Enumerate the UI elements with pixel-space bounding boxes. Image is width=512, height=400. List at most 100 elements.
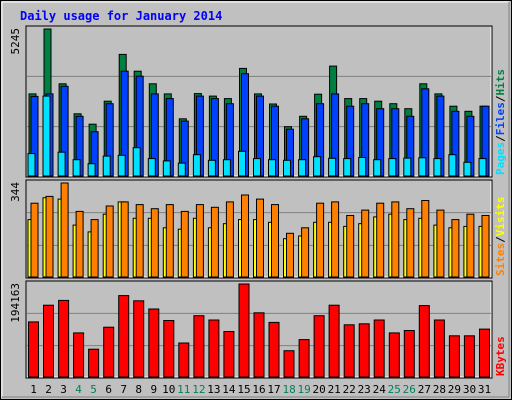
bar-sites-day-24 (376, 202, 385, 278)
bar-pages-day-12 (192, 154, 201, 177)
bar-kbytes-day-9 (148, 308, 160, 378)
day-label: 22 (343, 383, 356, 396)
legend-files: Files (494, 102, 507, 135)
bar-sites-day-28 (436, 209, 445, 278)
legend-separator: / (494, 135, 507, 142)
bar-sites-day-22 (346, 215, 355, 278)
bar-kbytes-day-10 (163, 320, 175, 378)
bar-sites-day-3 (60, 182, 69, 278)
day-label: 25 (388, 383, 401, 396)
bar-sites-day-21 (331, 201, 340, 278)
bar-pages-day-22 (343, 158, 352, 177)
bar-pages-day-27 (418, 157, 427, 177)
day-label: 10 (162, 383, 175, 396)
bar-sites-day-7 (120, 201, 129, 278)
y-max-label: 344 (9, 182, 22, 202)
bar-pages-day-14 (222, 159, 231, 177)
bar-sites-day-20 (316, 202, 325, 278)
bar-sites-day-15 (241, 194, 249, 278)
bar-sites-day-9 (150, 208, 159, 278)
bar-kbytes-day-3 (58, 299, 70, 378)
legend-separator: / (494, 95, 507, 102)
bar-kbytes-day-26 (403, 330, 415, 378)
bar-pages-day-7 (117, 154, 126, 177)
bar-pages-day-21 (328, 157, 337, 177)
bar-sites-day-2 (45, 195, 54, 278)
day-label: 18 (282, 383, 295, 396)
legend: KBytes (494, 336, 507, 376)
bar-pages-day-29 (448, 154, 457, 177)
bar-pages-day-2 (42, 95, 51, 177)
bar-sites-day-1 (30, 202, 39, 278)
bar-kbytes-day-18 (283, 350, 295, 378)
bar-pages-day-16 (253, 158, 261, 177)
bar-pages-day-19 (298, 159, 307, 177)
bar-sites-day-5 (90, 219, 99, 278)
legend-pages: Pages (494, 142, 507, 175)
day-label: 23 (358, 383, 371, 396)
day-label: 12 (192, 383, 205, 396)
legend: Sites/Visits (494, 197, 507, 277)
bar-kbytes-day-15 (238, 283, 250, 378)
day-label: 5 (90, 383, 97, 396)
bar-kbytes-day-16 (253, 312, 265, 378)
sites-visits-panel: 344 Sites/Visits (9, 179, 507, 279)
bar-kbytes-day-12 (193, 315, 205, 378)
bar-pages-day-8 (132, 147, 141, 177)
legend-separator: / (494, 236, 507, 243)
bar-pages-day-15 (238, 150, 246, 177)
bar-pages-day-13 (207, 159, 216, 177)
bar-sites-day-13 (210, 206, 219, 278)
bar-sites-day-17 (271, 204, 279, 278)
bar-sites-day-16 (256, 198, 264, 278)
bar-sites-day-27 (421, 200, 430, 278)
bar-sites-day-26 (406, 208, 415, 278)
bar-pages-day-28 (433, 158, 442, 177)
bar-kbytes-day-25 (388, 332, 400, 378)
bar-kbytes-day-24 (373, 319, 385, 378)
bar-kbytes-day-8 (133, 300, 145, 378)
y-max-label: 5245 (9, 28, 22, 55)
day-label: 1 (30, 383, 37, 396)
bar-sites-day-4 (75, 210, 84, 278)
bar-pages-day-6 (102, 155, 111, 177)
day-label: 27 (418, 383, 431, 396)
bar-sites-day-14 (225, 201, 234, 278)
bar-pages-day-17 (268, 159, 276, 177)
bar-pages-day-31 (478, 158, 487, 177)
bar-pages-day-10 (162, 160, 171, 177)
bar-kbytes-day-11 (178, 342, 190, 378)
bar-sites-day-6 (105, 205, 114, 278)
day-label: 21 (328, 383, 341, 396)
bar-kbytes-day-31 (479, 328, 490, 378)
kbytes-panel: 194163 KBytes (9, 280, 507, 379)
bar-kbytes-day-27 (418, 305, 430, 378)
bar-kbytes-day-17 (268, 321, 280, 378)
day-label: 24 (373, 383, 387, 396)
day-label: 11 (177, 383, 190, 396)
bar-pages-day-4 (72, 159, 81, 177)
bar-kbytes-day-2 (43, 304, 54, 378)
bar-kbytes-day-5 (88, 348, 100, 378)
bar-sites-day-29 (451, 219, 460, 278)
chart-title: Daily usage for January 2014 (20, 9, 222, 23)
day-label: 9 (150, 383, 157, 396)
day-label: 7 (120, 383, 127, 396)
day-label: 31 (478, 383, 491, 396)
bar-kbytes-day-20 (313, 315, 325, 378)
bar-kbytes-day-28 (433, 319, 445, 378)
day-label: 8 (135, 383, 142, 396)
bar-sites-day-10 (165, 204, 174, 278)
bar-kbytes-day-6 (103, 326, 115, 378)
bar-pages-day-3 (57, 151, 66, 177)
bar-pages-day-30 (463, 161, 472, 177)
legend-visits: Visits (494, 197, 507, 237)
bar-sites-day-19 (301, 227, 310, 278)
day-label: 4 (75, 383, 82, 396)
day-label: 2 (45, 383, 52, 396)
legend-sites: Sites (494, 243, 507, 276)
day-label: 20 (312, 383, 325, 396)
bar-pages-day-18 (283, 159, 291, 177)
